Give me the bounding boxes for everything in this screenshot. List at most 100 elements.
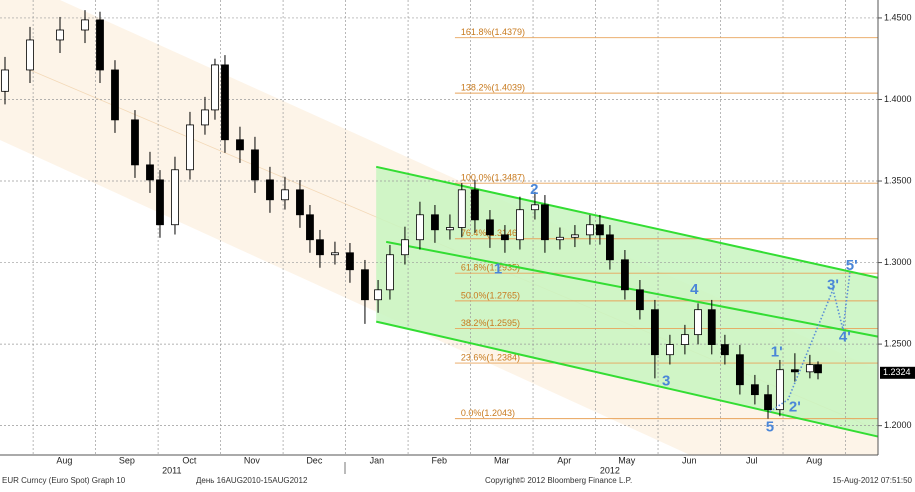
candle-body — [790, 369, 799, 373]
x-tick-label: May — [618, 455, 636, 465]
candle-body — [331, 252, 339, 256]
x-tick-label: Jan — [370, 455, 385, 465]
candle-body — [814, 364, 822, 374]
channel-line — [386, 240, 879, 338]
candle-body — [720, 344, 729, 356]
candle-body — [764, 394, 772, 411]
candle-body — [81, 19, 89, 31]
channel-fill — [376, 166, 878, 437]
x-tick-label: Jul — [746, 455, 758, 465]
candle-body — [531, 204, 539, 211]
fib-label: 61.8%(1.2935) — [461, 263, 520, 273]
y-tick-label: 1.3500 — [884, 175, 912, 185]
wave-label: 3 — [662, 373, 670, 390]
x-tick-label: Dec — [306, 455, 323, 465]
candle-body — [805, 364, 814, 373]
candle-body — [431, 214, 439, 231]
candle-body — [606, 234, 614, 261]
y-tick-label: 1.4500 — [884, 12, 912, 22]
candle-body — [750, 384, 759, 396]
candle-body — [707, 309, 716, 345]
candle-body — [306, 214, 314, 241]
candle-body — [666, 344, 674, 356]
y-tick-label: 1.2000 — [884, 420, 912, 430]
candle-body — [621, 259, 629, 291]
candle-body — [1, 69, 9, 92]
candle-body — [541, 204, 549, 241]
wave-label: 2' — [789, 399, 801, 416]
candle-body — [131, 119, 139, 166]
footer-timestamp: 15-Aug-2012 07:51:50 — [832, 476, 912, 485]
projection-line — [769, 272, 851, 413]
year-label: 2012 — [600, 465, 620, 475]
candle-body — [586, 224, 594, 236]
candle-body — [457, 189, 466, 228]
y-tick-label: 1.3000 — [884, 257, 912, 267]
candle-body — [501, 234, 509, 241]
fib-label: 138.2%(1.4039) — [461, 82, 525, 92]
last-price-box — [880, 366, 915, 379]
candle-body — [186, 124, 194, 171]
y-tick-label: 1.4000 — [884, 94, 912, 104]
wave-label: 5 — [766, 419, 774, 436]
x-tick-label: Nov — [244, 455, 261, 465]
fib-label: 38.2%(1.2595) — [461, 318, 520, 328]
wave-label: 5' — [846, 257, 858, 274]
fib-label: 100.0%(1.3487) — [461, 173, 525, 183]
year-label: 2011 — [162, 465, 181, 475]
candle-body — [361, 269, 369, 301]
candle-body — [694, 309, 702, 336]
candle-body — [401, 239, 409, 256]
candle-body — [486, 219, 494, 236]
candle-body — [571, 234, 579, 238]
fib-label: 23.6%(1.2384) — [461, 352, 520, 362]
candle-body — [251, 149, 259, 181]
y-tick-label: 1.2500 — [884, 338, 912, 348]
x-tick-label: Aug — [56, 455, 72, 465]
candle-body — [201, 109, 209, 126]
candle-body — [556, 236, 564, 241]
wave-label: 4 — [690, 281, 699, 298]
footer-copyright: Copyright© 2012 Bloomberg Finance L.P. — [485, 476, 632, 485]
x-tick-label: Jun — [682, 455, 697, 465]
candle-body — [346, 252, 354, 271]
candle-body — [146, 164, 154, 181]
candle-body — [221, 64, 229, 141]
x-tick-label: Oct — [182, 455, 197, 465]
wave-label: 1 — [494, 261, 502, 278]
candle-body — [111, 69, 119, 121]
x-tick-label: Sep — [119, 455, 135, 465]
channel-line — [375, 165, 879, 279]
x-tick-label: Mar — [494, 455, 510, 465]
x-tick-label: Feb — [432, 455, 448, 465]
last-price-label: 1.2324 — [883, 367, 911, 377]
candle-body — [516, 209, 524, 241]
candle-body — [236, 139, 244, 151]
candle-body — [171, 169, 179, 226]
channel-line — [375, 320, 879, 438]
footer-range: День 16AUG2010-15AUG2012 — [196, 476, 308, 485]
wave-label: 2 — [530, 181, 538, 198]
candle-body — [281, 189, 289, 201]
wave-label: 4' — [839, 329, 851, 346]
candle-body — [471, 189, 479, 221]
candle-body — [735, 354, 744, 386]
candle-body — [96, 19, 104, 71]
candle-body — [374, 289, 382, 301]
candle-body — [386, 254, 394, 291]
wave-label: 1' — [771, 344, 783, 361]
candle-body — [316, 239, 324, 256]
candle-body — [651, 309, 659, 356]
candle-body — [211, 64, 219, 111]
candle-body — [156, 179, 164, 226]
fib-label: 0.0%(1.2043) — [461, 408, 515, 418]
candle-body — [596, 224, 604, 236]
candle-body — [636, 289, 644, 311]
x-tick-label: Aug — [806, 455, 822, 465]
x-tick-label: Apr — [557, 455, 571, 465]
candle-body — [26, 39, 34, 71]
fib-label: 161.8%(1.4379) — [461, 27, 525, 37]
wave-label: 3' — [827, 277, 839, 294]
candle-body — [775, 369, 784, 411]
